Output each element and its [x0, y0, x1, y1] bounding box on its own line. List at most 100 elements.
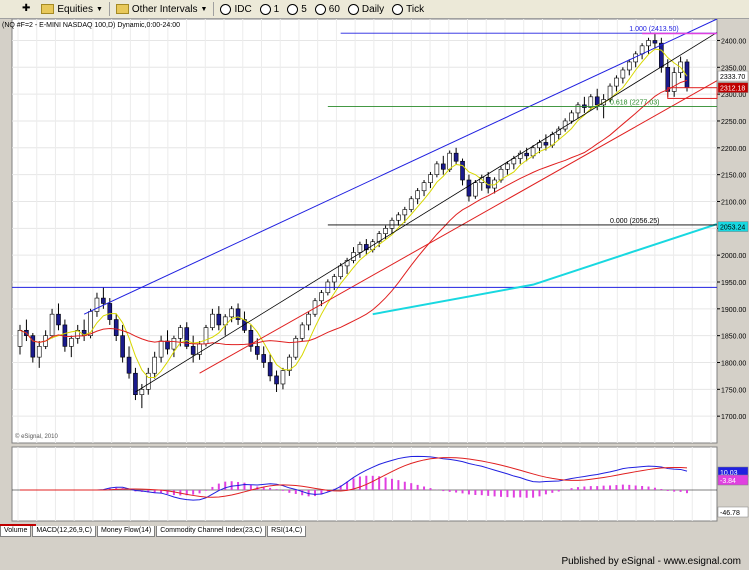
- chevron-down-icon: ▼: [95, 5, 103, 13]
- y-tick-label: 2100.00: [721, 199, 746, 206]
- candle-body: [56, 313, 61, 326]
- y-tick-label: 2400.00: [721, 38, 746, 45]
- support-box: [667, 87, 718, 99]
- y-tick-label: 1750.00: [721, 387, 746, 394]
- idc-label: IDC: [234, 3, 252, 15]
- crosshair-button[interactable]: ✚: [18, 1, 37, 17]
- candle-body: [575, 104, 581, 114]
- candle-body: [389, 219, 395, 229]
- tab-macd[interactable]: MACD(12,26,9,C): [32, 526, 96, 537]
- symbol-box[interactable]: [0, 1, 18, 17]
- candle-body: [17, 329, 23, 347]
- price-tag: [717, 82, 749, 93]
- ma-slow-line: [19, 79, 688, 346]
- tab-cci[interactable]: Commodity Channel Index(23,C): [156, 526, 267, 537]
- chart-title: (NQ #F=2 - E-MINI NASDAQ 100,D) Dynamic,…: [2, 22, 180, 29]
- candle-body: [75, 329, 81, 339]
- candle-body: [139, 389, 145, 395]
- candle-body: [113, 319, 119, 336]
- candle-body: [287, 356, 292, 371]
- candle-body: [178, 327, 183, 339]
- indicator-tag-label: -3.84: [720, 478, 736, 485]
- equities-dropdown[interactable]: Equities ▼: [37, 1, 107, 17]
- candle-body: [614, 77, 619, 87]
- candle-body: [383, 228, 388, 234]
- y-tick-label: 2350.00: [721, 65, 746, 72]
- date-box: [0, 524, 36, 526]
- candle-body: [69, 338, 74, 347]
- folder-icon: [115, 4, 129, 14]
- ma-fast-line: [19, 48, 688, 379]
- interval-label: 5: [301, 3, 307, 15]
- candle-body: [248, 329, 254, 347]
- equities-label: Equities: [57, 3, 93, 15]
- candle-body: [626, 61, 632, 71]
- intervals-label: Other Intervals: [131, 3, 198, 15]
- candle-body: [639, 45, 645, 55]
- y-tick-label: 1850.00: [721, 334, 746, 341]
- interval-tick-button[interactable]: Tick: [388, 1, 428, 17]
- indicator-tag-label: 10.03: [720, 470, 738, 477]
- candle-body: [588, 96, 594, 108]
- candle-body: [203, 327, 209, 345]
- candle-body: [659, 42, 664, 68]
- y-tick-label: 2150.00: [721, 173, 746, 180]
- intervals-dropdown[interactable]: Other Intervals ▼: [112, 1, 212, 17]
- candle-body: [357, 244, 363, 253]
- interval-1-button[interactable]: 1: [256, 1, 284, 17]
- fib-level-label: 1.000 (2413.50): [629, 26, 678, 33]
- candle-body: [184, 327, 190, 347]
- candle-body: [351, 252, 356, 261]
- candle-body: [344, 260, 350, 267]
- clock-icon: [287, 3, 299, 15]
- indicator-tag: [717, 474, 749, 486]
- candle-body: [261, 354, 267, 363]
- interval-daily-button[interactable]: Daily: [344, 1, 388, 17]
- candle-body: [216, 313, 222, 326]
- candle-body: [280, 370, 286, 385]
- tab-volume[interactable]: Volume: [0, 526, 32, 537]
- candle-body: [428, 174, 433, 183]
- candle-body: [396, 214, 401, 221]
- candle-body: [107, 303, 113, 320]
- candle-body: [152, 356, 157, 374]
- candle-body: [492, 179, 497, 189]
- tab-rsi[interactable]: RSI(14,C): [267, 526, 307, 537]
- interval-label: Tick: [406, 3, 425, 15]
- y-tick-label: 1900.00: [721, 307, 746, 314]
- price-tag-label: 2333.70: [720, 74, 745, 81]
- candle-body: [620, 69, 626, 79]
- candle-body: [652, 40, 658, 44]
- candle-body: [473, 182, 478, 197]
- y-tick-label: 2300.00: [721, 92, 746, 99]
- interval-5-button[interactable]: 5: [283, 1, 311, 17]
- channel-mid-line: [135, 32, 718, 393]
- folder-icon: [41, 4, 55, 14]
- clock-icon: [259, 3, 271, 15]
- candle-body: [517, 152, 523, 159]
- candle-body: [453, 152, 459, 162]
- interval-label: 1: [273, 3, 280, 15]
- candle-body: [299, 324, 305, 339]
- candle-body: [94, 297, 100, 312]
- toolbar: ✚ Equities ▼ Other Intervals ▼ IDC 1 5 60 …: [0, 0, 749, 19]
- tab-money-flow[interactable]: Money Flow(14): [97, 526, 156, 537]
- candle-body: [485, 177, 491, 189]
- candle-body: [466, 179, 472, 197]
- candle-body: [30, 335, 36, 358]
- candle-body: [447, 152, 453, 170]
- candle-body: [293, 338, 299, 358]
- channel-lower-line: [199, 80, 718, 374]
- candle-body: [165, 340, 170, 350]
- candle-body: [594, 96, 600, 106]
- idc-button[interactable]: IDC: [216, 1, 255, 17]
- indicator-tag: [717, 506, 749, 518]
- candle-body: [101, 297, 106, 304]
- candle-body: [434, 163, 440, 175]
- price-chart[interactable]: 2400.00 2350.00 2300.00 2250.00 2200.00 2150.…: [0, 19, 749, 526]
- candle-body: [190, 346, 196, 355]
- indicator-area: [11, 446, 718, 522]
- publisher-text: Published by eSignal - www.esignal.com: [561, 556, 741, 567]
- fib-level-label: 0.618 (2277.03): [610, 99, 659, 106]
- interval-60-button[interactable]: 60: [311, 1, 344, 17]
